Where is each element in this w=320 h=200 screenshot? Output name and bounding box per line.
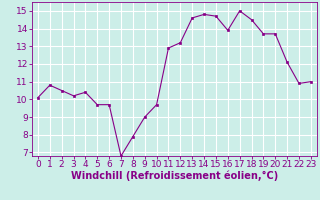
X-axis label: Windchill (Refroidissement éolien,°C): Windchill (Refroidissement éolien,°C) [71, 171, 278, 181]
